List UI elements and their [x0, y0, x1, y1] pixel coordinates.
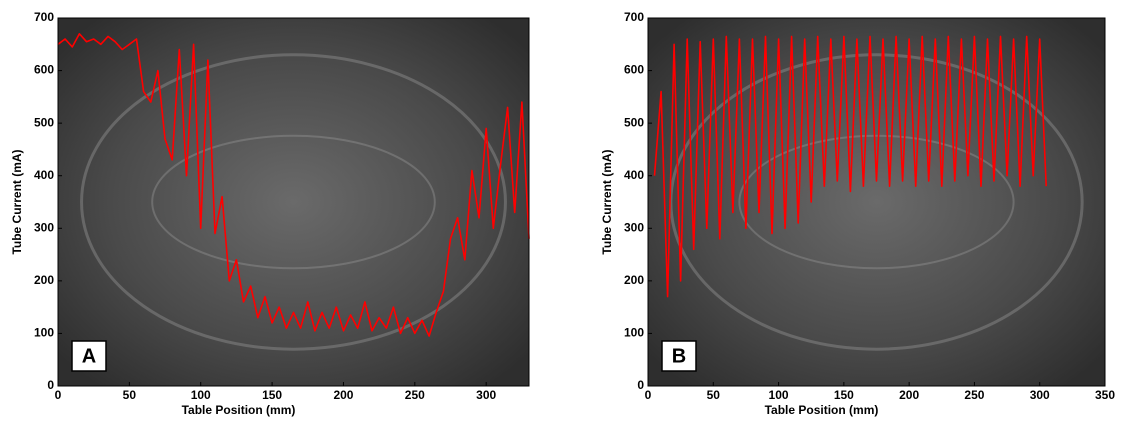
- background-shape: [669, 53, 1084, 351]
- panel-label-box: [661, 340, 697, 372]
- x-tick-label: 0: [645, 388, 652, 402]
- y-tick-label: 100: [624, 326, 644, 340]
- y-axis-label: Tube Current (mA): [600, 149, 614, 254]
- panel-label-box: [71, 340, 107, 372]
- x-tick-label: 350: [1095, 388, 1115, 402]
- background-shape: [151, 134, 436, 270]
- x-tick-label: 300: [476, 388, 496, 402]
- x-tick-label: 250: [964, 388, 984, 402]
- background-image: [648, 18, 1105, 386]
- y-tick-label: 0: [637, 378, 644, 392]
- data-line: [57, 33, 530, 337]
- y-tick-label: 400: [34, 168, 54, 182]
- y-tick-label: 300: [624, 220, 644, 234]
- x-tick-label: 200: [899, 388, 919, 402]
- y-axis-label: Tube Current (mA): [10, 149, 24, 254]
- y-tick-label: 0: [47, 378, 54, 392]
- y-tick-label: 500: [34, 115, 54, 129]
- x-tick-label: 300: [1030, 388, 1050, 402]
- y-tick-label: 600: [34, 63, 54, 77]
- plot-frame: [57, 17, 530, 387]
- x-tick-label: 200: [333, 388, 353, 402]
- x-tick-label: 250: [405, 388, 425, 402]
- background-shape: [80, 53, 507, 351]
- x-tick-label: 50: [707, 388, 721, 402]
- y-tick-label: 400: [624, 168, 644, 182]
- x-tick-label: 100: [191, 388, 211, 402]
- panel-label: A: [82, 345, 96, 367]
- x-tick-label: 0: [55, 388, 62, 402]
- y-tick-label: 700: [34, 10, 54, 24]
- x-tick-label: 150: [262, 388, 282, 402]
- x-tick-label: 100: [769, 388, 789, 402]
- background-image: [58, 18, 529, 386]
- y-tick-label: 100: [34, 326, 54, 340]
- background-shape: [738, 134, 1015, 270]
- plot-frame: [647, 17, 1106, 387]
- y-tick-label: 700: [624, 10, 644, 24]
- panel-label: B: [672, 345, 686, 367]
- y-tick-label: 200: [624, 273, 644, 287]
- x-axis-label: Table Position (mm): [182, 403, 296, 417]
- x-tick-label: 50: [123, 388, 137, 402]
- data-line: [653, 35, 1047, 298]
- x-axis-label: Table Position (mm): [765, 403, 879, 417]
- y-tick-label: 600: [624, 63, 644, 77]
- y-tick-label: 300: [34, 220, 54, 234]
- y-tick-label: 500: [624, 115, 644, 129]
- y-tick-label: 200: [34, 273, 54, 287]
- x-tick-label: 150: [834, 388, 854, 402]
